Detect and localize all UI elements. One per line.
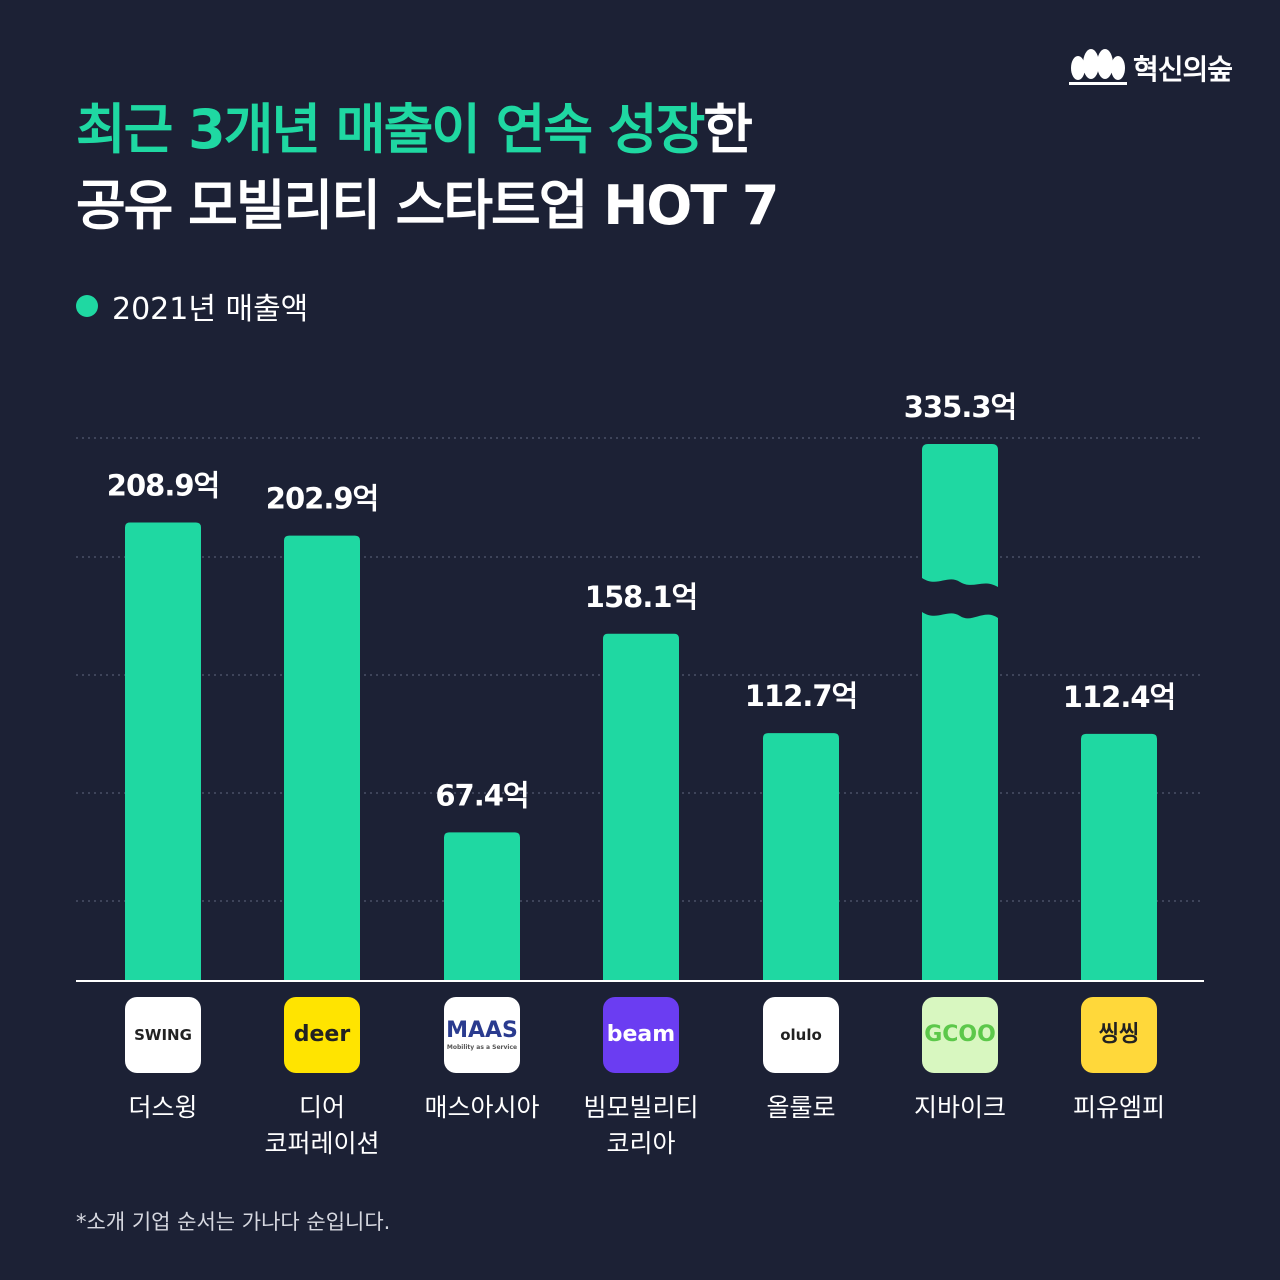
- bar-chart: 208.9억 202.9억 67.4억 158.1억 112.7억 335.3억 112.4…: [76, 390, 1204, 982]
- company-logo: SWING: [125, 997, 201, 1073]
- chart-legend: 2021년 매출액: [76, 284, 308, 328]
- bar-lower-segment: [922, 612, 998, 980]
- data-label: 112.7억: [745, 679, 857, 713]
- page-title: 최근 3개년 매출이 연속 성장한 공유 모빌리티 스타트업 HOT 7: [76, 92, 780, 244]
- bar: [603, 633, 679, 980]
- company-logo-text: olulo: [780, 1025, 822, 1044]
- data-label: 202.9억: [266, 482, 378, 516]
- company-logo-text: deer: [293, 1022, 351, 1047]
- company-logo: MAAS Mobility as a Service: [444, 997, 520, 1073]
- category-label: 피유엠피: [1072, 1093, 1165, 1122]
- data-label: 208.9억: [107, 469, 219, 503]
- data-label: 335.3억: [904, 390, 1016, 424]
- category-label: 올룰로: [766, 1093, 836, 1122]
- bar: [1081, 733, 1157, 980]
- company-logo: beam: [603, 997, 679, 1073]
- title-line-1: 최근 3개년 매출이 연속 성장한: [76, 92, 778, 168]
- company-logo: olulo: [763, 997, 839, 1073]
- company-logo-text: SWING: [134, 1025, 192, 1044]
- data-label: 112.4억: [1063, 680, 1175, 714]
- brand-logo: 혁신의숲: [1068, 48, 1233, 88]
- title-line-1-rest: 한: [703, 98, 753, 161]
- bar: [763, 733, 839, 980]
- data-label: 67.4억: [435, 778, 528, 812]
- data-label: 158.1억: [585, 580, 697, 614]
- bar: [125, 522, 201, 980]
- company-logo: GCOO: [922, 997, 998, 1073]
- forest-icon: [1068, 49, 1127, 85]
- category-label: 디어 코퍼레이션: [264, 1093, 380, 1158]
- company-logo-subtext: Mobility as a Service: [446, 1043, 518, 1051]
- bar: [444, 832, 520, 980]
- title-highlight: 최근 3개년 매출이 연속 성장: [76, 98, 705, 161]
- bar: [922, 444, 998, 587]
- company-logo-text: beam: [606, 1022, 676, 1047]
- footnote: *소개 기업 순서는 가나다 순입니다.: [76, 1210, 391, 1234]
- brand-name: 혁신의숲: [1132, 53, 1233, 86]
- bar: [284, 535, 360, 980]
- category-label: 빔모빌리티 코리아: [583, 1093, 699, 1158]
- category-label: 매스아시아: [424, 1093, 540, 1122]
- company-logo: 씽씽: [1081, 997, 1157, 1073]
- company-logo-text: 씽씽: [1098, 1022, 1140, 1047]
- title-line-2: 공유 모빌리티 스타트업 HOT 7: [76, 174, 780, 237]
- company-logo-text: MAAS Mobility as a Service: [446, 1017, 518, 1051]
- legend-label: 2021년 매출액: [112, 292, 309, 327]
- category-label: 더스윙: [128, 1093, 198, 1122]
- category-label: 지바이크: [913, 1093, 1006, 1122]
- company-logo: deer: [284, 997, 360, 1073]
- legend-dot: [76, 295, 98, 317]
- company-logo-text: GCOO: [924, 1022, 996, 1047]
